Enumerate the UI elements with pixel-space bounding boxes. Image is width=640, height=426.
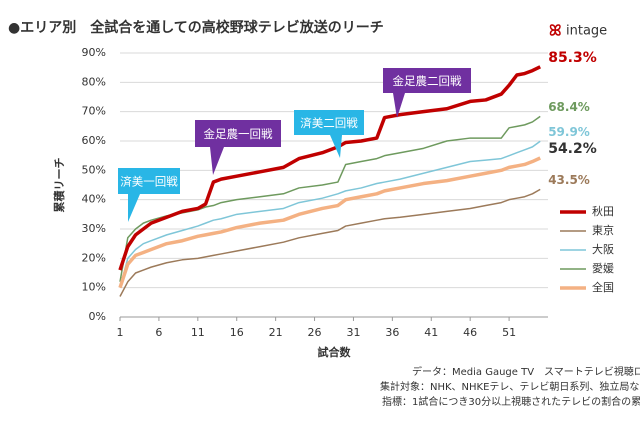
y-tick-label: 70% <box>82 105 106 118</box>
y-tick-label: 50% <box>82 163 106 176</box>
y-tick-label: 90% <box>82 46 106 59</box>
y-tick-label: 40% <box>82 193 106 206</box>
logo-text: intage <box>566 24 607 39</box>
y-tick-label: 60% <box>82 134 106 147</box>
legend-label: 大阪 <box>592 242 614 256</box>
callout-text: 済美二回戦 <box>300 116 358 130</box>
callout-text: 金足農一回戦 <box>204 127 273 141</box>
y-tick-label: 10% <box>82 281 106 294</box>
x-tick-label: 31 <box>346 326 360 339</box>
note: 集計対象：NHK、NHKEテレ、テレビ朝日系列、独立局など地上波 <box>380 380 640 393</box>
x-axis-title: 試合数 <box>318 345 352 359</box>
value-label: 43.5% <box>548 173 590 187</box>
callout-box <box>383 68 471 118</box>
series-line <box>118 156 541 289</box>
x-tick-label: 11 <box>191 326 205 339</box>
y-tick-label: 80% <box>82 75 106 88</box>
value-label: 59.9% <box>548 125 590 139</box>
note: データ：Media Gauge TV スマートテレビ視聴ログデータ <box>412 365 640 378</box>
y-tick-label: 0% <box>89 310 106 323</box>
series-line <box>119 140 541 288</box>
series-line <box>118 65 541 271</box>
value-label: 68.4% <box>548 100 590 114</box>
logo: ꕤ intage <box>549 22 607 40</box>
x-tick-label: 1 <box>117 326 124 339</box>
value-label: 85.3% <box>548 50 597 66</box>
series-line <box>119 188 541 297</box>
logo-icon: ꕤ <box>549 22 561 40</box>
legend-label: 愛媛 <box>592 261 614 275</box>
x-tick-label: 51 <box>502 326 516 339</box>
legend-label: 全国 <box>592 280 614 294</box>
x-tick-label: 46 <box>463 326 477 339</box>
x-tick-label: 36 <box>385 326 399 339</box>
value-label: 54.2% <box>548 141 597 157</box>
legend-label: 東京 <box>592 223 614 237</box>
callout-text: 済美一回戦 <box>120 175 178 189</box>
x-tick-label: 26 <box>308 326 322 339</box>
note: 指標：1試合につき30分以上視聴されたテレビの割合の累積 <box>382 395 640 408</box>
y-tick-label: 30% <box>82 222 106 235</box>
y-tick-label: 20% <box>82 251 106 264</box>
legend-label: 秋田 <box>592 204 614 218</box>
x-tick-label: 6 <box>155 326 162 339</box>
y-axis-title: 累積リーチ <box>52 158 66 213</box>
x-tick-label: 21 <box>269 326 283 339</box>
callout-box <box>118 168 180 222</box>
x-tick-label: 41 <box>424 326 438 339</box>
callout-box <box>195 120 281 175</box>
callout-text: 金足農二回戦 <box>393 74 462 88</box>
callout-box <box>294 110 364 158</box>
chart-title: ●エリア別 全試合を通しての高校野球テレビ放送のリーチ <box>8 19 384 36</box>
x-tick-label: 16 <box>230 326 244 339</box>
